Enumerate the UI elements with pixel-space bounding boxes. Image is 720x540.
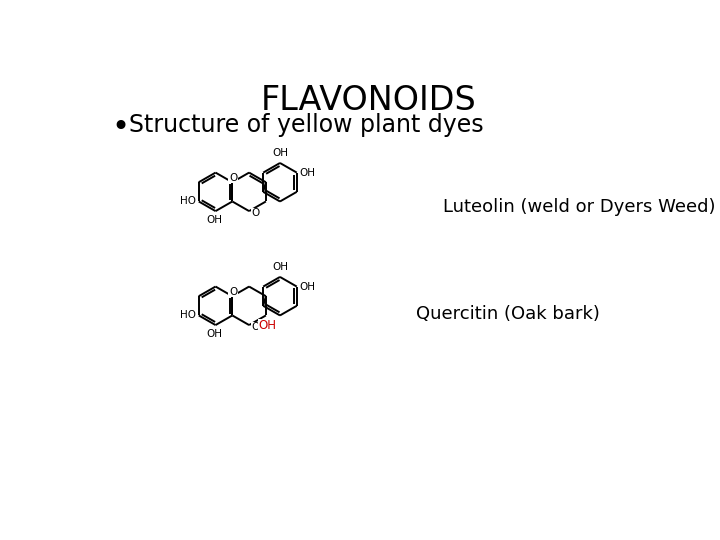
Text: OH: OH <box>258 319 276 332</box>
Text: Structure of yellow plant dyes: Structure of yellow plant dyes <box>129 112 483 137</box>
Text: •: • <box>112 112 130 141</box>
Text: OH: OH <box>206 215 222 225</box>
Text: Quercitin (Oak bark): Quercitin (Oak bark) <box>415 305 599 322</box>
Text: OH: OH <box>299 281 315 292</box>
Text: O: O <box>229 287 237 296</box>
Text: O: O <box>251 322 259 332</box>
Text: O: O <box>251 208 259 218</box>
Text: HO: HO <box>181 197 197 206</box>
Text: O: O <box>229 173 237 183</box>
Text: OH: OH <box>206 329 222 339</box>
Text: OH: OH <box>299 167 315 178</box>
Text: OH: OH <box>272 148 288 158</box>
Text: HO: HO <box>181 310 197 320</box>
Text: Luteolin (weld or Dyers Weed): Luteolin (weld or Dyers Weed) <box>443 198 715 216</box>
Text: FLAVONOIDS: FLAVONOIDS <box>261 84 477 117</box>
Text: OH: OH <box>272 262 288 272</box>
